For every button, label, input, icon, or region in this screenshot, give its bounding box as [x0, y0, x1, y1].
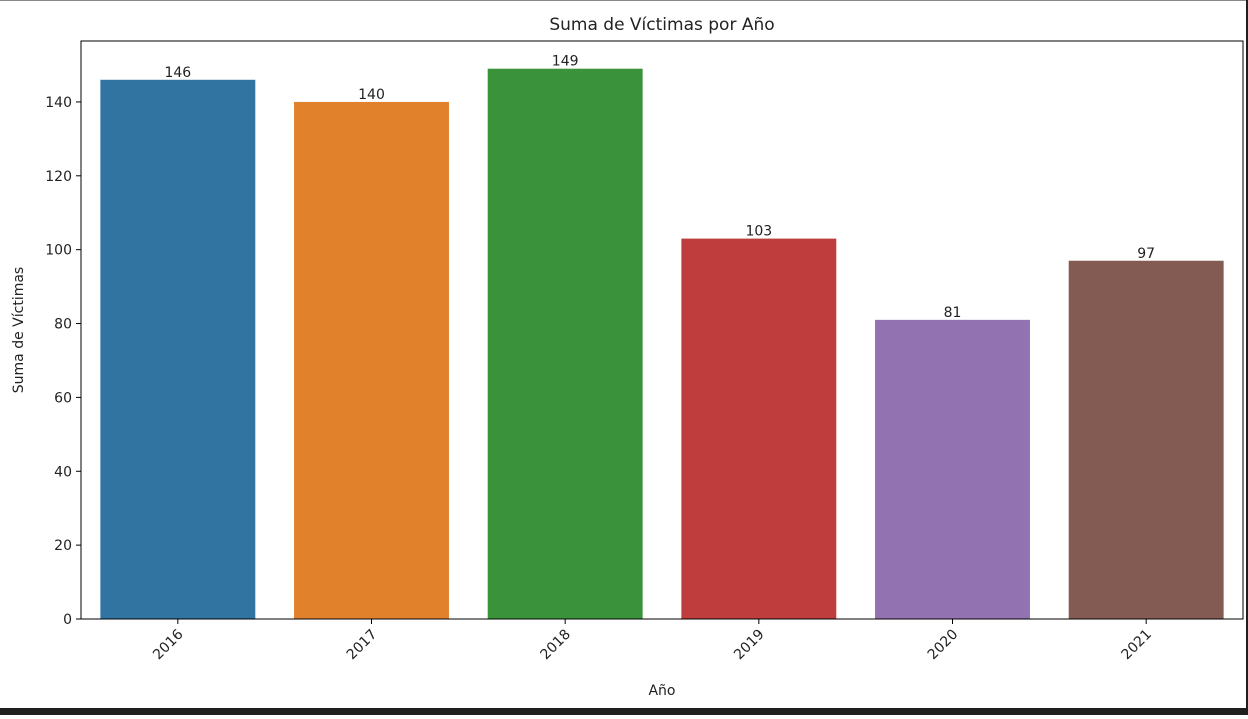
x-tick-label-2018: 2018	[537, 627, 574, 664]
y-tick-label-20: 20	[54, 538, 72, 554]
data-label-2018: 149	[552, 54, 579, 70]
x-tick-label-2019: 2019	[731, 627, 768, 664]
y-tick-label-100: 100	[45, 243, 72, 259]
x-tick-label-2017: 2017	[344, 627, 381, 664]
y-tick-label-0: 0	[63, 612, 72, 628]
bars-group	[100, 68, 1224, 620]
right-border	[1246, 0, 1248, 715]
plot-frame	[80, 40, 1244, 620]
data-label-2016: 146	[164, 65, 191, 81]
top-border	[0, 0, 1248, 1]
y-tick-label-40: 40	[54, 464, 72, 480]
data-label-2017: 140	[358, 87, 385, 103]
bar-2016	[100, 79, 256, 620]
x-axis: 2016 2017 2018 2019 2020 2021	[150, 619, 1155, 663]
y-tick-label-140: 140	[45, 95, 72, 111]
y-tick-label-60: 60	[54, 390, 72, 406]
bar-2020	[875, 319, 1030, 619]
data-label-2021: 97	[1137, 246, 1155, 262]
data-label-2019: 103	[745, 224, 772, 240]
bar-2018	[487, 68, 643, 619]
data-labels-group: 146 140 149 103 81 97	[164, 54, 1155, 321]
y-axis-label: Suma de Víctimas	[11, 267, 27, 393]
bar-2019	[681, 238, 837, 619]
bar-2021	[1068, 260, 1224, 619]
y-tick-label-80: 80	[54, 317, 72, 333]
x-tick-label-2021: 2021	[1118, 627, 1155, 664]
y-axis: 0 20 40 60 80 100 120 140	[45, 95, 81, 628]
chart-title: Suma de Víctimas por Año	[549, 15, 774, 35]
bottom-border	[0, 708, 1248, 715]
y-tick-label-120: 120	[45, 169, 72, 185]
bar-2017	[294, 101, 449, 619]
x-tick-label-2020: 2020	[925, 627, 962, 664]
data-label-2020: 81	[944, 305, 962, 321]
x-axis-label: Año	[648, 683, 675, 699]
x-tick-label-2016: 2016	[150, 626, 187, 663]
